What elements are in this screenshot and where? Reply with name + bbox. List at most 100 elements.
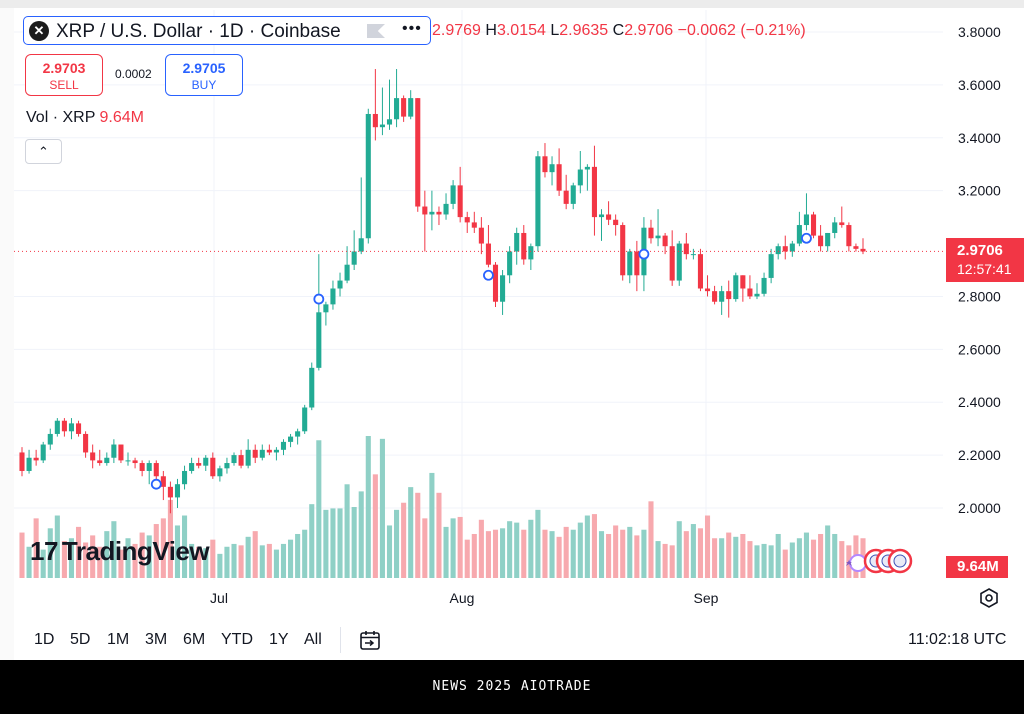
volume-bar <box>443 526 449 578</box>
price-chart[interactable]: 3.8000 3.6000 3.4000 3.2000 2.8000 2.6000 2.40… <box>0 0 1024 660</box>
chart-settings-icon[interactable] <box>978 587 1000 609</box>
volume-bar <box>712 538 718 578</box>
candle-body <box>379 124 385 128</box>
candle-body <box>90 452 96 461</box>
buy-label: BUY <box>191 78 217 92</box>
candle-body <box>182 470 188 485</box>
range-button-5d[interactable]: 5D <box>70 631 91 648</box>
volume-bar <box>189 543 195 578</box>
volume-bar <box>825 525 831 578</box>
volume-bar <box>167 499 173 578</box>
range-button-3m[interactable]: 3M <box>145 631 168 648</box>
candle-body <box>697 254 703 289</box>
candle-body <box>330 288 336 305</box>
volume-bar <box>344 484 350 578</box>
volume-bar <box>365 436 371 578</box>
candle-body <box>485 243 491 265</box>
candle-body <box>712 291 718 302</box>
candle-body <box>97 460 103 464</box>
candle-body <box>457 185 463 218</box>
volume-bar <box>478 519 484 578</box>
volume-bar <box>217 553 223 578</box>
sell-button[interactable]: 2.9703 SELL <box>25 54 103 96</box>
volume-bar <box>54 515 60 578</box>
volume-bar <box>768 545 774 578</box>
candle-body <box>563 190 569 204</box>
range-button-1m[interactable]: 1M <box>107 631 130 648</box>
candle-body <box>344 264 350 281</box>
range-button-1y[interactable]: 1Y <box>269 631 289 648</box>
volume-bar <box>266 543 272 578</box>
event-marker-icon <box>313 293 325 305</box>
volume-bar <box>47 528 53 578</box>
volume-bar <box>75 526 82 578</box>
range-button-6m[interactable]: 6M <box>183 631 206 648</box>
volume-bar <box>761 543 767 578</box>
candle-body <box>768 254 774 278</box>
volume-bar <box>676 521 682 578</box>
volume-bar <box>125 538 131 578</box>
symbol-title-box[interactable]: ✕ XRP / U.S. Dollar · 1D · Coinbase ••• <box>23 16 431 45</box>
volume-bar <box>584 515 590 578</box>
candle-body <box>570 185 576 204</box>
volume-bar <box>796 538 802 578</box>
flag-icon[interactable] <box>367 24 385 38</box>
candle-body <box>528 246 534 260</box>
volume-bar <box>160 518 166 578</box>
x-tick-label: Sep <box>694 590 719 606</box>
candle-body <box>450 185 456 204</box>
volume-bar <box>641 529 647 578</box>
candle-body <box>690 254 696 256</box>
volume-bar <box>818 533 824 578</box>
candle-body <box>598 214 605 218</box>
volume-bar <box>733 536 739 578</box>
go-to-date-icon[interactable] <box>358 628 382 652</box>
candle-body <box>146 463 152 471</box>
news-badge-icon <box>849 554 867 572</box>
buy-button[interactable]: 2.9705 BUY <box>165 54 243 96</box>
volume-bar <box>401 502 407 578</box>
candle-body <box>415 98 421 207</box>
volume-bar <box>535 509 541 578</box>
more-options-icon[interactable]: ••• <box>402 20 422 37</box>
candle-body <box>210 457 216 477</box>
range-button-ytd[interactable]: YTD <box>221 631 253 648</box>
event-marker-icon <box>801 232 812 244</box>
candle-body <box>655 235 661 239</box>
candle-body <box>217 468 223 477</box>
candle-body <box>83 433 89 453</box>
volume-bar <box>33 518 39 578</box>
utc-clock[interactable]: 11:02:18 UTC <box>908 631 1007 648</box>
candle-body <box>719 291 725 302</box>
tradingview-logo: 17 TradingView <box>30 536 210 567</box>
volume-bar <box>613 525 619 578</box>
volume-bar <box>507 521 513 578</box>
volume-bar <box>627 526 633 578</box>
y-tick-label: 3.8000 <box>958 24 1001 40</box>
top-strip <box>0 0 1024 8</box>
event-marker-icon <box>150 478 162 490</box>
candle-body <box>471 222 477 228</box>
volume-bar <box>104 531 110 578</box>
candle-body <box>584 166 590 170</box>
candle-body <box>104 457 110 464</box>
range-button-all[interactable]: All <box>304 631 322 648</box>
candle-body <box>478 227 484 244</box>
sell-label: SELL <box>49 78 79 92</box>
x-tick-label: Aug <box>450 590 475 606</box>
volume-bar <box>634 535 640 578</box>
range-button-1d[interactable]: 1D <box>34 631 55 648</box>
candle-body <box>273 449 279 453</box>
volume-bar <box>196 546 202 578</box>
volume-bar <box>132 543 138 578</box>
candle-body <box>620 225 626 276</box>
volume-bar <box>429 472 435 578</box>
volume-bar <box>316 440 322 578</box>
candle-body <box>704 288 711 292</box>
candle-body <box>648 227 654 239</box>
candle-body <box>351 251 357 265</box>
collapse-legend-button[interactable]: ⌃ <box>25 139 62 164</box>
volume-bar <box>394 509 400 578</box>
y-tick-label: 3.6000 <box>958 77 1001 93</box>
volume-legend: Vol · XRP 9.64M <box>26 109 144 127</box>
